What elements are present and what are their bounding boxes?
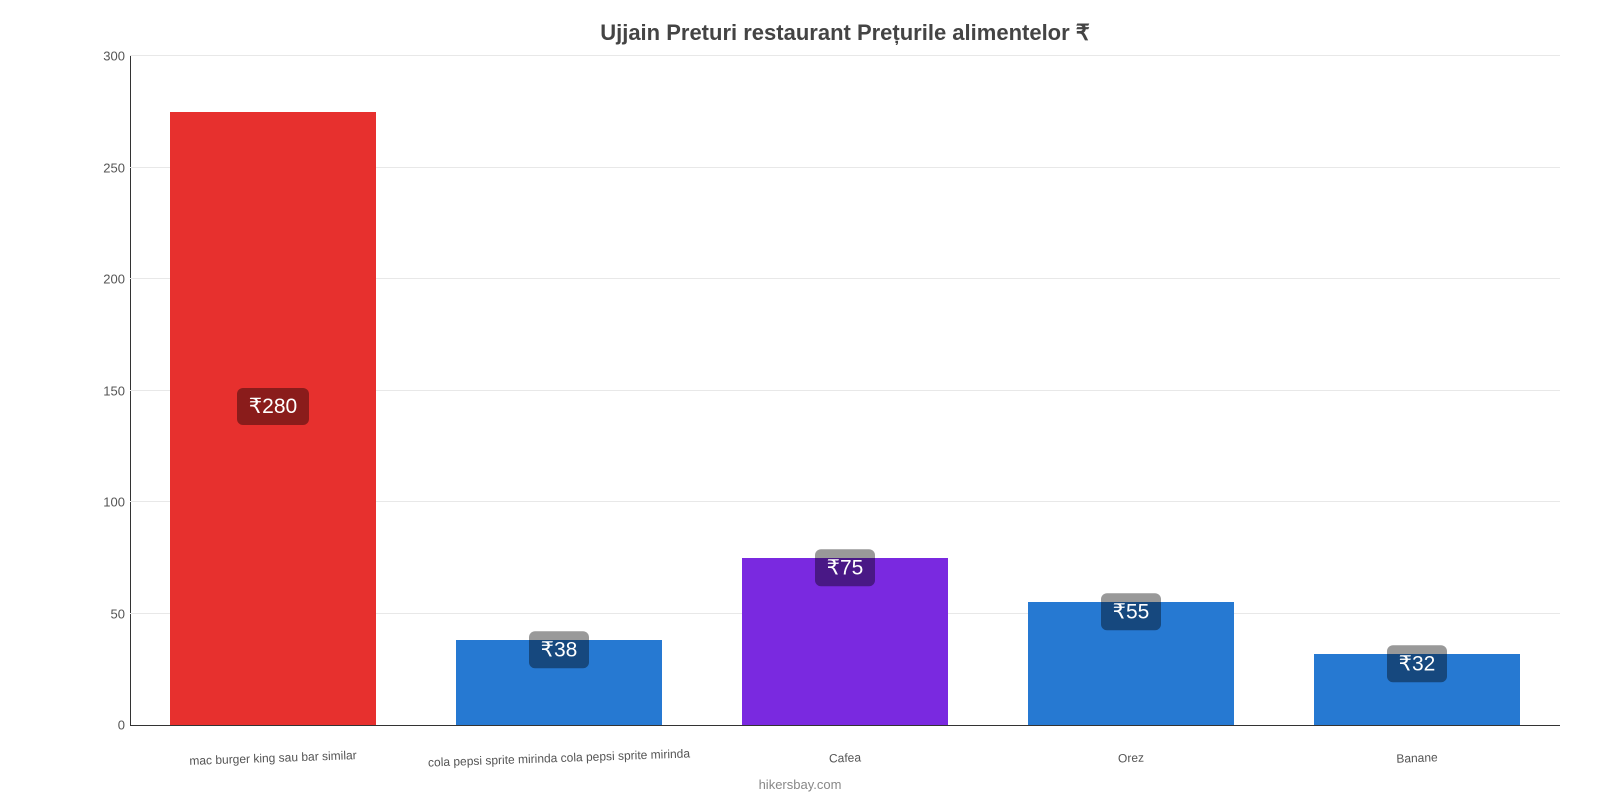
bars-group: ₹280 ₹38 ₹75 ₹55 ₹32	[130, 56, 1560, 725]
y-axis: 050100150200250300	[85, 56, 125, 725]
chart-container: Ujjain Preturi restaurant Prețurile alim…	[0, 0, 1600, 800]
x-axis-labels: mac burger king sau bar similarcola peps…	[130, 751, 1560, 765]
y-tick-label: 250	[85, 160, 125, 175]
bar: ₹280	[170, 112, 376, 725]
y-tick-label: 0	[85, 718, 125, 733]
chart-title: Ujjain Preturi restaurant Prețurile alim…	[130, 20, 1560, 46]
bar-value-label: ₹55	[1101, 594, 1162, 631]
bar-value-label: ₹280	[237, 388, 309, 425]
y-tick-label: 100	[85, 495, 125, 510]
y-tick-label: 150	[85, 383, 125, 398]
bar: ₹32	[1314, 654, 1520, 725]
bar: ₹38	[456, 640, 662, 725]
bar-slot: ₹32	[1274, 56, 1560, 725]
bar-value-label: ₹32	[1387, 645, 1448, 682]
attribution-text: hikersbay.com	[0, 777, 1600, 792]
bar: ₹75	[742, 558, 948, 725]
plot-area: 050100150200250300 ₹280₹38₹75₹55₹32	[130, 56, 1560, 726]
y-tick-label: 50	[85, 606, 125, 621]
bar-value-label: ₹38	[529, 632, 590, 669]
bar-slot: ₹55	[988, 56, 1274, 725]
bar-value-label: ₹75	[815, 549, 876, 586]
bar: ₹55	[1028, 602, 1234, 725]
bar-slot: ₹38	[416, 56, 702, 725]
y-tick-label: 300	[85, 49, 125, 64]
y-tick-label: 200	[85, 272, 125, 287]
bar-slot: ₹75	[702, 56, 988, 725]
bar-slot: ₹280	[130, 56, 416, 725]
